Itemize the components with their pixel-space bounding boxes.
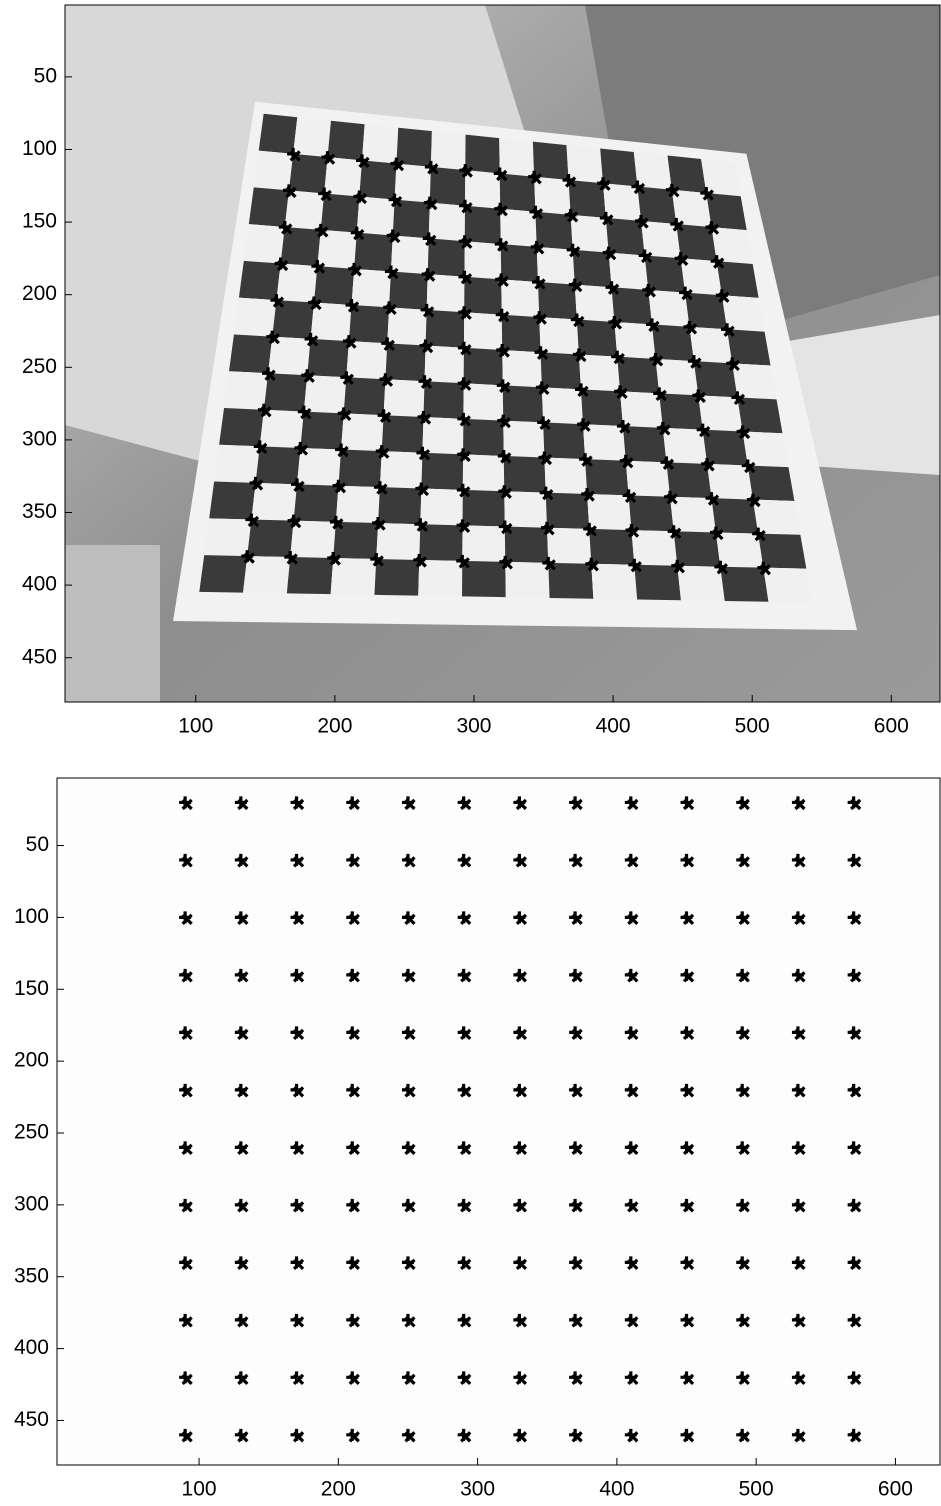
- board-square: [214, 445, 260, 483]
- figure: 100 200 300 400 500 600 50 100 150 200 250 300 350 40…: [0, 0, 941, 1506]
- board-square: [249, 187, 289, 227]
- board-square: [247, 519, 293, 557]
- board-square: [307, 339, 349, 377]
- y-tick-label: 300: [14, 1192, 49, 1215]
- y-tick-label: 50: [26, 833, 49, 856]
- board-square: [209, 482, 255, 520]
- x-tick-label: 400: [596, 715, 631, 738]
- x-tick-label: 500: [735, 715, 770, 738]
- y-tick-label: 250: [22, 355, 57, 378]
- y-tick-label: 350: [22, 500, 57, 523]
- x-tick-label: 400: [599, 1478, 634, 1501]
- x-tick-label: 100: [182, 1478, 217, 1501]
- x-tick-label: 100: [178, 715, 213, 738]
- photo: [65, 5, 940, 705]
- board-square: [281, 227, 321, 266]
- y-tick-label: 100: [14, 905, 49, 928]
- board-square: [244, 224, 285, 263]
- board-square: [304, 375, 347, 413]
- board-square: [224, 371, 268, 410]
- board-square: [251, 483, 297, 521]
- x-tick-label: 300: [456, 715, 491, 738]
- y-tick-label: 350: [14, 1264, 49, 1287]
- board-square: [297, 448, 341, 486]
- board-square: [256, 446, 301, 484]
- image-panel: 100 200 300 400 500 600 50 100 150 200 250 300 350 40…: [22, 5, 940, 738]
- y-tick-label: 450: [22, 645, 57, 668]
- x-tick-label: 300: [460, 1478, 495, 1501]
- y-tick-label: 300: [22, 427, 57, 450]
- x-tick-label: 200: [321, 1478, 356, 1501]
- board-square: [349, 305, 389, 343]
- board-square: [600, 149, 637, 187]
- x-tick-label: 500: [739, 1478, 774, 1501]
- y-tick-label: 450: [14, 1408, 49, 1431]
- axes-box: [57, 778, 940, 1465]
- y-tick-label: 150: [14, 977, 49, 1000]
- board-square: [229, 334, 272, 373]
- board-square: [268, 337, 311, 376]
- y-tick-label: 250: [14, 1121, 49, 1144]
- board-square: [272, 300, 314, 339]
- board-square: [294, 484, 339, 522]
- calculator: [65, 545, 160, 705]
- board-square: [259, 114, 298, 154]
- y-tick-label: 200: [14, 1049, 49, 1072]
- board-square: [239, 261, 281, 300]
- x-tick-label: 200: [317, 715, 352, 738]
- board-square: [199, 555, 247, 593]
- board-square: [352, 269, 391, 308]
- board-square: [243, 556, 290, 593]
- board-square: [254, 151, 293, 191]
- board-square: [300, 412, 343, 450]
- y-tick-label: 400: [14, 1336, 49, 1359]
- board-square: [314, 266, 354, 305]
- scatter-panel: 100 200 300 400 500 600 50 100 150 200 250 300 350 40…: [14, 778, 940, 1501]
- board-square: [264, 373, 307, 411]
- board-square: [634, 152, 672, 190]
- x-tick-label: 600: [874, 715, 909, 738]
- board-square: [311, 303, 352, 342]
- y-tick-label: 200: [22, 282, 57, 305]
- board-square: [219, 408, 264, 446]
- board-square: [317, 230, 356, 269]
- board-square: [234, 298, 277, 337]
- y-tick-label: 400: [22, 573, 57, 596]
- y-tick-label: 150: [22, 210, 57, 233]
- board-square: [260, 410, 304, 448]
- y-tick-label: 100: [22, 137, 57, 160]
- board-square: [533, 142, 569, 180]
- y-tick-label: 50: [34, 64, 57, 87]
- x-tick-label: 600: [878, 1478, 913, 1501]
- board-square: [276, 264, 317, 303]
- board-square: [204, 518, 251, 556]
- board-square: [567, 145, 603, 183]
